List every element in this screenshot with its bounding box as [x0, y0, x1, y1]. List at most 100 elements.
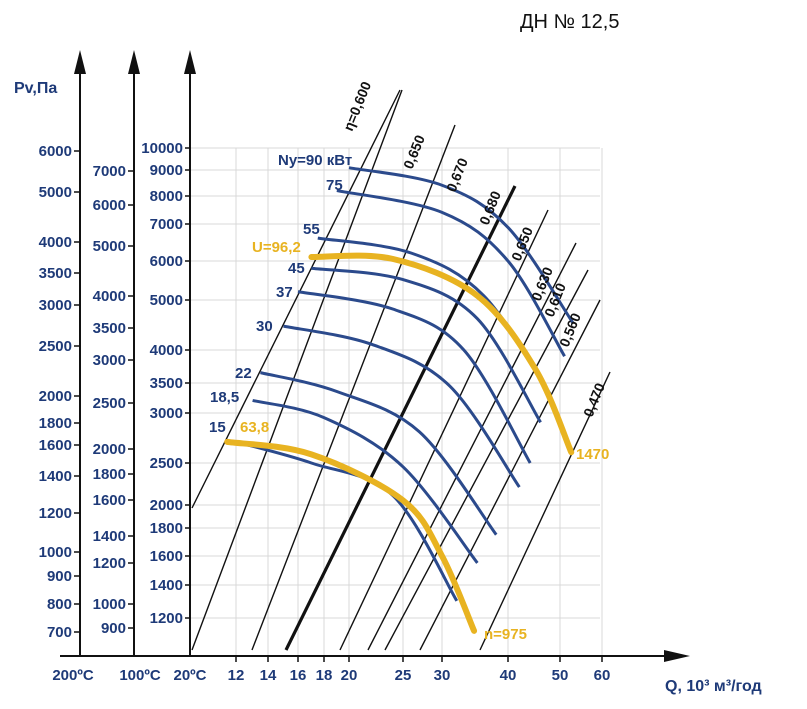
speed-labels: n=975 1470 U=96,2 63,8: [240, 239, 609, 643]
efficiency-lines: [191, 89, 611, 651]
temp-axis-label-100: 100ºС: [119, 667, 161, 684]
x-axis-label: Q, 10³ м³/год: [665, 678, 762, 695]
efficiency-line: [191, 89, 401, 509]
y-tick-label: 10000: [141, 140, 183, 157]
marker-label: U=96,2: [252, 239, 301, 256]
power-curve: [283, 324, 521, 488]
y-tick-label: 2500: [39, 338, 72, 355]
marker-label: 63,8: [240, 419, 269, 436]
axes: [60, 50, 690, 662]
efficiency-line: [251, 124, 456, 651]
x-tick-label: 12: [228, 667, 245, 684]
x-tick-label: 60: [594, 667, 611, 684]
y-axis-label: Pv,Па: [14, 80, 57, 97]
y-tick-label: 900: [101, 620, 126, 637]
y-tick-label: 1000: [93, 596, 126, 613]
efficiency-label: 0,470: [580, 380, 608, 419]
y-tick-label: 3500: [39, 265, 72, 282]
y-tick-label: 4000: [150, 342, 183, 359]
y-tick-label: 800: [47, 596, 72, 613]
efficiency-line: [384, 269, 589, 651]
y-tick-label: 1800: [93, 466, 126, 483]
x-axis-arrow: [664, 650, 690, 662]
y-tick-label: 7000: [93, 163, 126, 180]
y-tick-label: 4000: [39, 234, 72, 251]
grid: [190, 147, 603, 656]
efficiency-line: [339, 209, 549, 651]
y-tick-label: 700: [47, 624, 72, 641]
power-curve: [260, 371, 498, 536]
efficiency-label: 0,670: [443, 155, 471, 194]
y-tick-label: 1400: [39, 468, 72, 485]
power-curve: [252, 398, 479, 564]
x-tick-label: 18: [316, 667, 333, 684]
y-tick-label: 5000: [39, 184, 72, 201]
power-curve-label: 18,5: [210, 389, 239, 406]
power-curve: [348, 166, 575, 325]
y-tick-label: 3000: [150, 405, 183, 422]
speed-curve-label: 1470: [576, 446, 609, 463]
speed-curves: [224, 252, 575, 634]
x-tick-label: 40: [500, 667, 517, 684]
y-tick-label: 1600: [93, 492, 126, 509]
power-curve-label: Ny=90 кВт: [278, 152, 352, 169]
y-tick-label: 5000: [150, 292, 183, 309]
y-axis-arrow: [184, 50, 196, 74]
power-curve: [297, 290, 532, 464]
y-tick-label: 6000: [93, 197, 126, 214]
y-tick-label: 1200: [93, 555, 126, 572]
y-axis-arrow: [128, 50, 140, 74]
power-curve-label: 37: [276, 284, 293, 301]
y-tick-label: 1200: [39, 505, 72, 522]
temp-axis-label-200: 200ºС: [52, 667, 94, 684]
efficiency-label: η=0,600: [340, 79, 374, 133]
y-tick-label: 1600: [39, 437, 72, 454]
y-tick-label: 2500: [150, 455, 183, 472]
power-curve: [336, 189, 566, 358]
speed-curve-label: n=975: [484, 626, 527, 643]
y-tick-label: 3500: [150, 375, 183, 392]
y-tick-label: 3000: [39, 297, 72, 314]
speed-curve: [224, 438, 478, 634]
y-tick-label: 9000: [150, 162, 183, 179]
y-tick-label: 8000: [150, 188, 183, 205]
y-tick-label: 2000: [93, 441, 126, 458]
power-curve: [311, 266, 542, 424]
x-tick-label: 50: [552, 667, 569, 684]
y-tick-label: 5000: [93, 238, 126, 255]
x-tick-labels: 12 14 16 18 20 25 30 40 50 60: [228, 656, 611, 684]
temp-axis-label-20: 20ºС: [174, 667, 207, 684]
x-tick-label: 20: [341, 667, 358, 684]
power-curve-label: 15: [209, 419, 226, 436]
power-curve-label: 55: [303, 221, 320, 238]
y-tick-label: 4000: [93, 288, 126, 305]
y-tick-label: 3000: [93, 352, 126, 369]
y-tick-label: 7000: [150, 216, 183, 233]
y-tick-label: 6000: [150, 253, 183, 270]
efficiency-line: [191, 89, 403, 651]
y-tick-label: 1200: [150, 610, 183, 627]
power-curve-label: 30: [256, 318, 273, 335]
y-tick-label: 3500: [93, 320, 126, 337]
y-tick-label: 1800: [39, 415, 72, 432]
x-tick-label: 16: [290, 667, 307, 684]
power-curves: [235, 166, 575, 602]
x-tick-label: 25: [395, 667, 412, 684]
power-curve-label: 45: [288, 260, 305, 277]
y-tick-label: 1800: [150, 520, 183, 537]
speed-curve: [308, 252, 575, 456]
chart-title: ДН № 12,5: [520, 11, 619, 33]
power-curve: [317, 236, 552, 396]
x-tick-label: 30: [434, 667, 451, 684]
y-tick-label: 1400: [93, 528, 126, 545]
y-tick-label: 2000: [150, 497, 183, 514]
y-axis-arrow: [74, 50, 86, 74]
y-tick-label: 1600: [150, 548, 183, 565]
y-tick-label: 2000: [39, 388, 72, 405]
y-tick-label: 1000: [39, 544, 72, 561]
y-tick-label: 900: [47, 568, 72, 585]
efficiency-label: 0,650: [400, 132, 428, 171]
y-tick-label: 2500: [93, 395, 126, 412]
